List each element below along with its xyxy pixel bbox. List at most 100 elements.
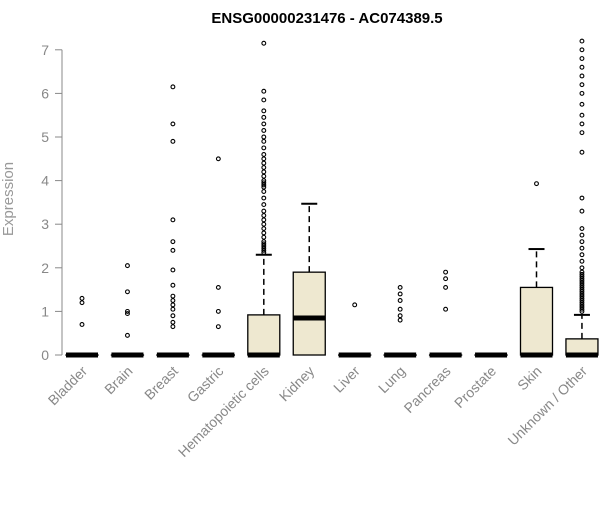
outlier-point [262, 231, 266, 235]
box-breast [157, 85, 189, 355]
x-tick-label: Pancreas [401, 363, 454, 416]
outlier-point [580, 266, 584, 270]
outlier-point [171, 314, 175, 318]
outlier-point [580, 92, 584, 96]
y-tick-label: 7 [41, 42, 49, 58]
x-tick-label: Prostate [451, 363, 499, 411]
outlier-point [580, 240, 584, 244]
outlier-point [580, 57, 584, 61]
box-rect [248, 315, 280, 355]
outlier-point [171, 248, 175, 252]
outlier-point [444, 270, 448, 274]
outlier-point [444, 277, 448, 281]
x-tick-label: Bladder [45, 363, 91, 409]
outlier-point [580, 233, 584, 237]
outlier-point [535, 182, 539, 186]
outlier-point [171, 283, 175, 287]
outlier-point [216, 286, 220, 290]
outlier-point [580, 227, 584, 231]
box-pancreas [430, 270, 462, 355]
outlier-point [580, 253, 584, 257]
outlier-point [262, 115, 266, 119]
outlier-point [580, 122, 584, 126]
y-tick-label: 6 [41, 85, 49, 101]
box-hematopoietic-cells [248, 41, 280, 355]
x-tick-label: Unknown / Other [504, 363, 590, 449]
box-rect [293, 272, 325, 355]
outlier-point [80, 296, 84, 300]
outlier-point [580, 150, 584, 154]
boxes-group [66, 39, 598, 355]
outlier-point [171, 299, 175, 303]
outlier-point [580, 65, 584, 69]
outlier-point [262, 170, 266, 174]
outlier-point [126, 290, 130, 294]
y-tick-label: 0 [41, 347, 49, 363]
outlier-point [262, 218, 266, 222]
outlier-point [262, 89, 266, 93]
outlier-point [580, 39, 584, 43]
outlier-point [262, 109, 266, 113]
outlier-point [80, 301, 84, 305]
x-tick-label: Lung [375, 363, 408, 396]
box-lung [384, 286, 416, 356]
x-tick-label: Hematopoietic cells [175, 363, 272, 460]
y-tick-label: 5 [41, 129, 49, 145]
outlier-point [262, 153, 266, 157]
outlier-point [171, 307, 175, 311]
outlier-point [580, 196, 584, 200]
outlier-point [80, 323, 84, 327]
outlier-point [262, 41, 266, 45]
x-tick-label: Liver [330, 363, 363, 396]
box-bladder [66, 296, 98, 355]
outlier-point [580, 48, 584, 52]
outlier-point [580, 209, 584, 213]
outlier-point [171, 294, 175, 298]
outlier-point [171, 240, 175, 244]
outlier-point [580, 74, 584, 78]
box-kidney [293, 204, 325, 355]
outlier-point [262, 161, 266, 165]
box-liver [339, 303, 371, 355]
outlier-point [262, 214, 266, 218]
outlier-point [580, 83, 584, 87]
outlier-point [398, 286, 402, 290]
outlier-point [171, 320, 175, 324]
outlier-point [171, 122, 175, 126]
x-tick-label: Skin [514, 363, 545, 394]
outlier-point [126, 333, 130, 337]
outlier-point [580, 246, 584, 250]
outlier-point [262, 146, 266, 150]
outlier-point [580, 102, 584, 106]
outlier-point [216, 325, 220, 329]
box-unknown-other [566, 39, 598, 355]
outlier-point [171, 325, 175, 329]
outlier-point [262, 190, 266, 194]
outlier-point [398, 314, 402, 318]
outlier-point [262, 235, 266, 239]
box-skin [521, 182, 553, 355]
outlier-point [444, 307, 448, 311]
box-brain [111, 264, 143, 355]
chart-title: ENSG00000231476 - AC074389.5 [211, 10, 442, 27]
outlier-point [262, 98, 266, 102]
outlier-point [171, 139, 175, 143]
outlier-point [216, 157, 220, 161]
outlier-point [171, 218, 175, 222]
outlier-point [262, 209, 266, 213]
outlier-point [353, 303, 357, 307]
x-tick-label: Brain [101, 363, 135, 397]
outlier-point [262, 196, 266, 200]
outlier-point [262, 222, 266, 226]
x-tick-label: Kidney [276, 363, 318, 405]
outlier-point [216, 310, 220, 314]
outlier-point [171, 268, 175, 272]
outlier-point [262, 135, 266, 139]
outlier-point [444, 286, 448, 290]
outlier-point [580, 259, 584, 263]
box-rect [521, 287, 553, 355]
outlier-point [126, 264, 130, 268]
outlier-point [262, 157, 266, 161]
